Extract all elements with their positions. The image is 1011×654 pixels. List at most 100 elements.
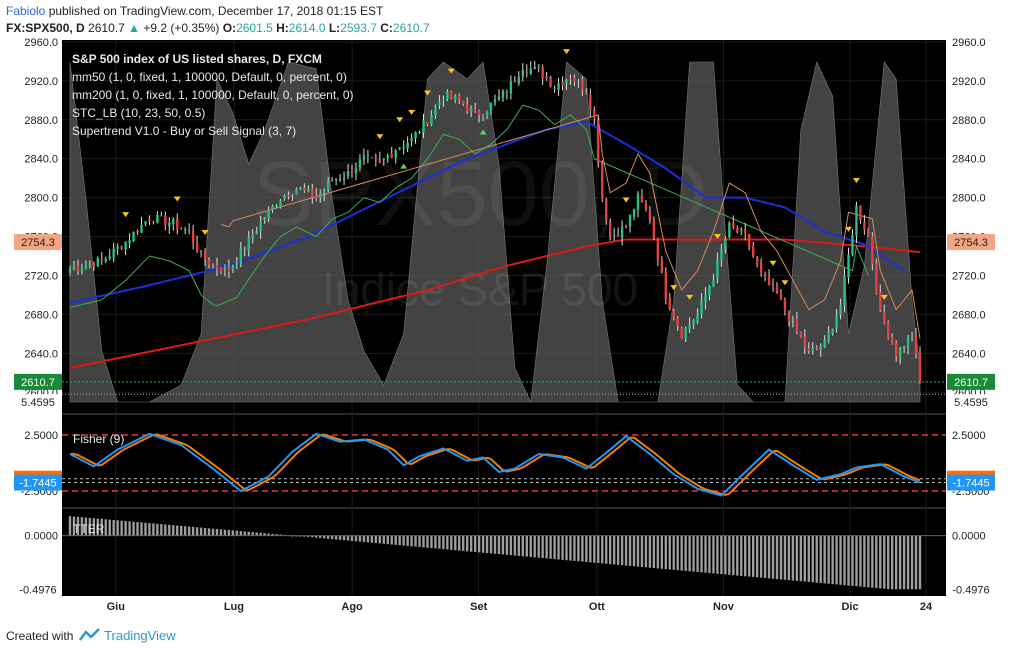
tter-bar xyxy=(597,535,600,564)
tter-bar xyxy=(366,535,370,543)
candle-body xyxy=(577,80,580,82)
tter-bar xyxy=(883,535,886,589)
candle-body xyxy=(108,256,111,259)
tter-bar xyxy=(783,535,787,580)
high-value: 2614.0 xyxy=(288,21,326,35)
sell-marker xyxy=(122,212,130,218)
candle-body xyxy=(183,229,187,231)
tter-bar xyxy=(716,535,719,574)
tter-bar xyxy=(855,535,858,587)
candle-body xyxy=(287,195,290,197)
candle-body xyxy=(195,242,199,252)
tter-tag-last-bg xyxy=(947,581,995,598)
author-link[interactable]: Fabiolo xyxy=(6,4,46,18)
tter-bar xyxy=(795,535,799,581)
candle-body xyxy=(906,336,910,347)
candle-body xyxy=(267,209,270,219)
created-with-text: Created with xyxy=(6,629,74,643)
tter-bar xyxy=(521,535,524,557)
high-label: H: xyxy=(276,21,289,35)
tter-bar xyxy=(664,535,667,570)
tter-bar xyxy=(418,535,421,547)
tter-bar xyxy=(473,535,477,552)
candle-body xyxy=(259,221,262,232)
candle-body xyxy=(589,94,592,111)
candle-body xyxy=(132,231,135,242)
price-tag-last-bg xyxy=(947,373,995,390)
price-tick-left: 2640.0 xyxy=(24,348,58,360)
tter-bar xyxy=(740,535,743,576)
legend: S&P 500 index of US listed shares, D, FX… xyxy=(72,52,354,138)
candle-body xyxy=(430,115,433,126)
tter-bar xyxy=(648,535,652,568)
candle-body xyxy=(442,99,445,101)
candle-body xyxy=(807,348,810,351)
candle-body xyxy=(227,267,231,273)
candle-body xyxy=(104,258,107,262)
tter-bar xyxy=(605,535,608,564)
candle-body xyxy=(152,221,155,223)
tter-bar xyxy=(914,535,918,590)
candle-body xyxy=(207,259,211,266)
tter-bar xyxy=(847,535,850,586)
tter-bar xyxy=(859,535,862,587)
tter-bar xyxy=(759,535,763,578)
tter-bar xyxy=(160,524,163,536)
candle-body xyxy=(827,331,830,341)
tter-bar xyxy=(660,535,664,569)
tter-bar xyxy=(644,535,648,568)
candle-body xyxy=(521,70,524,77)
tradingview-link[interactable]: TradingView xyxy=(104,628,176,643)
tter-bar xyxy=(251,532,254,536)
tradingview-logo-icon xyxy=(78,628,101,645)
tter-bar xyxy=(350,535,354,541)
tter-bar xyxy=(640,535,644,567)
candle-body xyxy=(533,66,536,70)
candle-body xyxy=(612,234,616,236)
candle-body xyxy=(382,158,385,160)
tter-bar xyxy=(894,535,898,590)
candle-body xyxy=(696,314,699,322)
tter-bar xyxy=(906,535,910,590)
tter-bar xyxy=(469,535,473,552)
tter-bar xyxy=(211,528,215,536)
candle-body xyxy=(88,263,92,266)
tter-bar xyxy=(565,535,568,561)
candle-body xyxy=(593,109,596,119)
candle-body xyxy=(76,265,80,271)
fisher-label: Fisher (9) xyxy=(73,432,124,446)
fisher-tick-left: 2.5000 xyxy=(24,430,58,442)
tter-bar xyxy=(620,535,624,566)
tter-bar xyxy=(636,535,640,567)
tter-panel xyxy=(62,516,946,590)
tter-bar xyxy=(867,535,870,588)
candle-body xyxy=(378,159,382,162)
candle-body xyxy=(219,267,223,272)
tter-bar xyxy=(382,535,385,544)
candle-body xyxy=(561,82,564,86)
candle-body xyxy=(323,189,326,194)
candle-body xyxy=(843,275,846,306)
candle-body xyxy=(418,131,421,134)
tter-bar xyxy=(839,535,842,585)
sell-marker xyxy=(880,294,888,300)
tter-bar xyxy=(140,522,143,536)
tter-bar xyxy=(144,522,147,536)
tter-bar xyxy=(755,535,759,578)
candle-body xyxy=(80,268,84,272)
tter-bar xyxy=(164,524,167,536)
candle-body xyxy=(732,222,735,228)
candle-body xyxy=(891,337,894,345)
candle-body xyxy=(136,230,139,233)
tter-bar xyxy=(656,535,660,569)
price-tick-left: 2800.0 xyxy=(24,193,58,205)
candle-body xyxy=(394,150,397,158)
tter-bar xyxy=(108,519,111,536)
watermark-symbol: SPX500, D xyxy=(252,143,707,245)
candle-body xyxy=(362,155,366,160)
tter-bar xyxy=(215,528,219,536)
candle-body xyxy=(751,246,755,257)
candle-body xyxy=(545,76,548,79)
candle-body xyxy=(315,195,318,199)
